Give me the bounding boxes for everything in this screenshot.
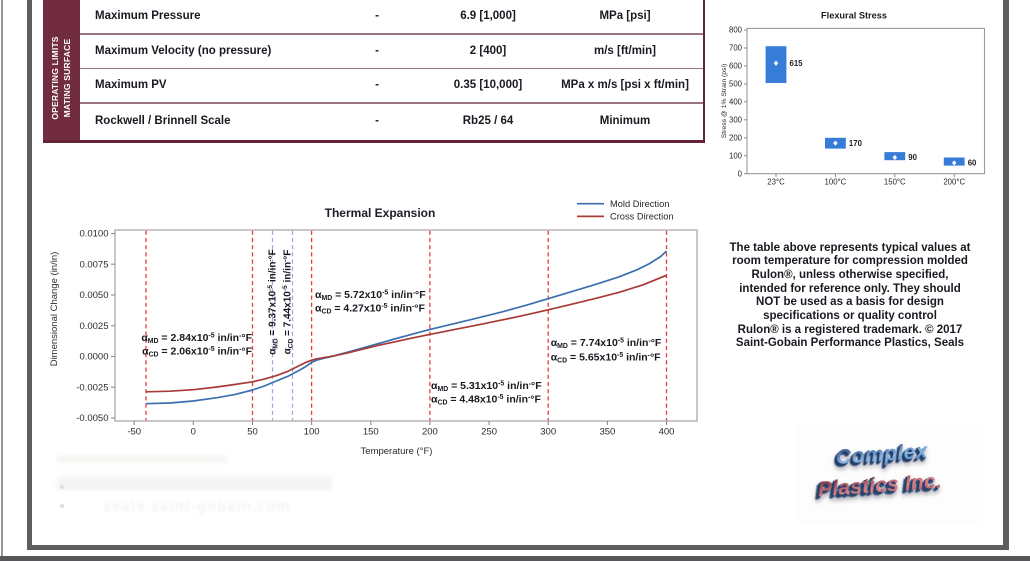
svg-text:150°C: 150°C bbox=[884, 178, 906, 187]
svg-text:23°C: 23°C bbox=[767, 178, 785, 187]
svg-text:90: 90 bbox=[908, 153, 917, 162]
svg-text:Temperature (°F): Temperature (°F) bbox=[361, 446, 433, 457]
svg-text:αMD = 7.74x10-5 in/in-°F: αMD = 7.74x10-5 in/in-°F bbox=[551, 337, 662, 350]
svg-text:0.0000: 0.0000 bbox=[79, 352, 108, 363]
svg-text:100: 100 bbox=[729, 151, 743, 160]
svg-text:0.0100: 0.0100 bbox=[79, 229, 108, 240]
svg-text:50: 50 bbox=[247, 427, 258, 438]
svg-text:100: 100 bbox=[304, 427, 320, 438]
svg-text:0.0075: 0.0075 bbox=[79, 260, 108, 271]
svg-text:200: 200 bbox=[729, 134, 743, 143]
svg-text:-0.0025: -0.0025 bbox=[76, 382, 108, 393]
svg-text:300: 300 bbox=[540, 427, 556, 438]
svg-text:0.0025: 0.0025 bbox=[79, 321, 108, 332]
svg-text:200: 200 bbox=[422, 427, 438, 438]
svg-text:600: 600 bbox=[729, 62, 743, 71]
svg-text:αMD = 5.72x10-5 in/in-°F: αMD = 5.72x10-5 in/in-°F bbox=[315, 289, 426, 302]
svg-text:700: 700 bbox=[729, 44, 743, 53]
svg-text:300: 300 bbox=[729, 116, 743, 125]
svg-text:500: 500 bbox=[729, 80, 743, 89]
svg-text:800: 800 bbox=[729, 26, 743, 35]
svg-text:Thermal Expansion: Thermal Expansion bbox=[325, 206, 436, 220]
svg-text:αMD = 9.37x10-5 in/in-°F: αMD = 9.37x10-5 in/in-°F bbox=[267, 249, 280, 355]
svg-text:0.0050: 0.0050 bbox=[79, 290, 108, 301]
svg-text:350: 350 bbox=[599, 427, 615, 438]
svg-text:170: 170 bbox=[849, 139, 863, 148]
svg-text:615: 615 bbox=[790, 59, 804, 68]
svg-text:αCD = 2.06x10-5 in/in-°F: αCD = 2.06x10-5 in/in-°F bbox=[142, 346, 252, 359]
svg-text:-50: -50 bbox=[127, 427, 141, 438]
svg-text:-0.0050: -0.0050 bbox=[76, 413, 108, 424]
svg-text:250: 250 bbox=[481, 427, 497, 438]
svg-text:Stress @ 1% Strain (psi): Stress @ 1% Strain (psi) bbox=[721, 64, 728, 139]
svg-text:αCD = 4.48x10-5 in/in-°F: αCD = 4.48x10-5 in/in-°F bbox=[431, 394, 541, 407]
svg-text:Mold Direction: Mold Direction bbox=[610, 199, 669, 209]
svg-text:0: 0 bbox=[738, 169, 743, 178]
svg-text:αCD = 7.44x10-5 in/in-°F: αCD = 7.44x10-5 in/in-°F bbox=[282, 250, 295, 355]
svg-text:Dimensional Change (in/in): Dimensional Change (in/in) bbox=[49, 252, 60, 367]
svg-text:αCD = 5.65x10-5 in/in-°F: αCD = 5.65x10-5 in/in-°F bbox=[551, 352, 661, 365]
svg-text:150: 150 bbox=[363, 427, 379, 438]
svg-text:αMD = 2.84x10-5 in/in-°F: αMD = 2.84x10-5 in/in-°F bbox=[141, 332, 252, 345]
svg-text:200°C: 200°C bbox=[943, 178, 965, 187]
svg-text:Cross Direction: Cross Direction bbox=[610, 212, 674, 222]
svg-text:αMD = 5.31x10-5 in/in-°F: αMD = 5.31x10-5 in/in-°F bbox=[431, 380, 542, 393]
svg-text:Flexural Stress: Flexural Stress bbox=[821, 11, 887, 21]
svg-text:400: 400 bbox=[659, 427, 675, 438]
svg-text:αCD = 4.27x10-5 in/in-°F: αCD = 4.27x10-5 in/in-°F bbox=[315, 303, 425, 316]
svg-text:100°C: 100°C bbox=[825, 178, 847, 187]
svg-text:60: 60 bbox=[968, 159, 977, 168]
svg-text:0: 0 bbox=[191, 427, 196, 438]
svg-text:400: 400 bbox=[729, 98, 743, 107]
